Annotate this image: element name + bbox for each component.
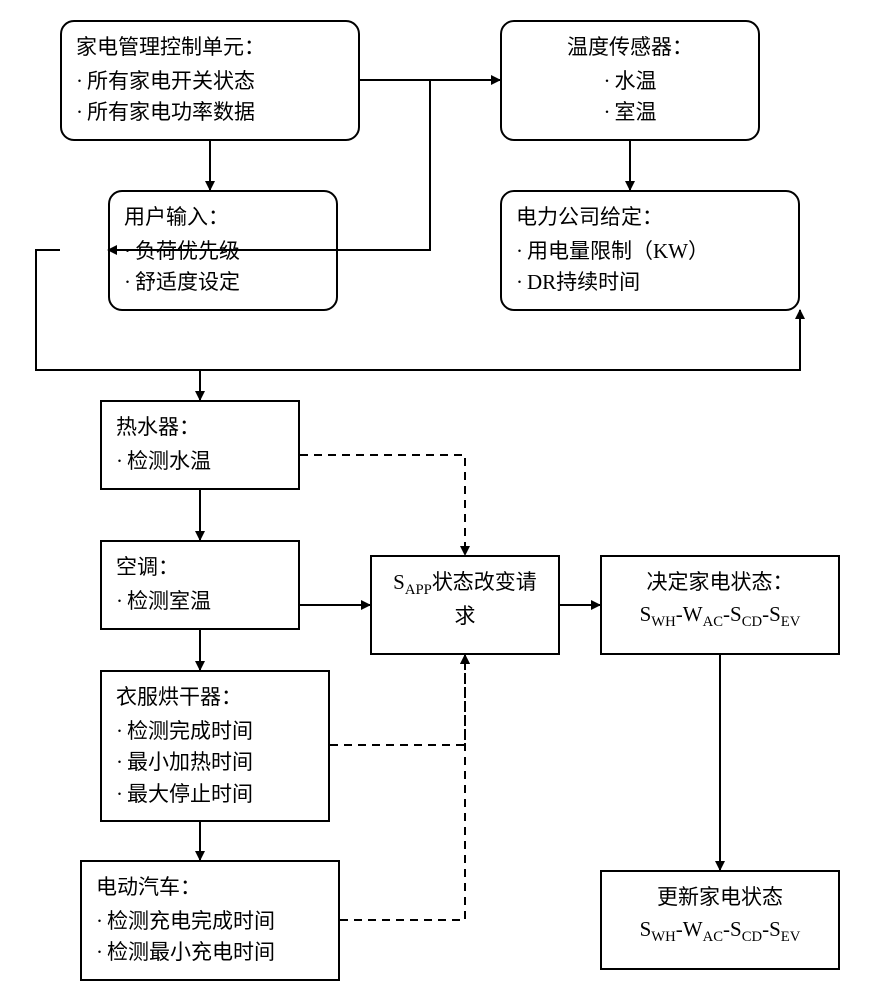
decide-title: 决定家电状态： [616, 567, 824, 599]
utility-box: 电力公司给定： 用电量限制（KW） DR持续时间 [500, 190, 800, 311]
temp-sensor-list: 水温 室温 [604, 66, 657, 129]
utility-list: 用电量限制（KW） DR持续时间 [516, 236, 784, 299]
list-item: 所有家电开关状态 [76, 66, 344, 98]
dryer-box: 衣服烘干器： 检测完成时间 最小加热时间 最大停止时间 [100, 670, 330, 822]
request-box: SAPP状态改变请 求 [370, 555, 560, 655]
list-item: 水温 [604, 66, 657, 98]
request-line2: 求 [386, 601, 544, 633]
list-item: 舒适度设定 [124, 267, 322, 299]
list-item: 最小加热时间 [116, 747, 314, 779]
update-title: 更新家电状态 [616, 882, 824, 914]
list-item: 检测最小充电时间 [96, 937, 324, 969]
decide-line: SWH-WAC-SCD-SEV [616, 599, 824, 633]
temp-sensor-title: 温度传感器： [516, 32, 744, 64]
utility-title: 电力公司给定： [516, 202, 784, 234]
user-input-title: 用户输入： [124, 202, 322, 234]
ev-list: 检测充电完成时间 检测最小充电时间 [96, 906, 324, 969]
list-item: 负荷优先级 [124, 236, 322, 268]
user-input-box: 用户输入： 负荷优先级 舒适度设定 [108, 190, 338, 311]
ac-list: 检测室温 [116, 586, 284, 618]
list-item: 室温 [604, 97, 657, 129]
list-item: 用电量限制（KW） [516, 236, 784, 268]
list-item: 检测水温 [116, 446, 284, 478]
list-item: 所有家电功率数据 [76, 97, 344, 129]
list-item: 检测充电完成时间 [96, 906, 324, 938]
list-item: 检测室温 [116, 586, 284, 618]
list-item: DR持续时间 [516, 267, 784, 299]
appliance-mgr-box: 家电管理控制单元： 所有家电开关状态 所有家电功率数据 [60, 20, 360, 141]
list-item: 检测完成时间 [116, 716, 314, 748]
user-input-list: 负荷优先级 舒适度设定 [124, 236, 322, 299]
water-heater-list: 检测水温 [116, 446, 284, 478]
request-line1: SAPP状态改变请 [386, 567, 544, 601]
dryer-title: 衣服烘干器： [116, 682, 314, 714]
water-heater-title: 热水器： [116, 412, 284, 444]
update-line: SWH-WAC-SCD-SEV [616, 914, 824, 948]
appliance-mgr-list: 所有家电开关状态 所有家电功率数据 [76, 66, 344, 129]
arrows-overlay [0, 0, 873, 1000]
ac-title: 空调： [116, 552, 284, 584]
ev-title: 电动汽车： [96, 872, 324, 904]
dryer-list: 检测完成时间 最小加热时间 最大停止时间 [116, 716, 314, 811]
appliance-mgr-title: 家电管理控制单元： [76, 32, 344, 64]
temp-sensor-box: 温度传感器： 水温 室温 [500, 20, 760, 141]
ev-box: 电动汽车： 检测充电完成时间 检测最小充电时间 [80, 860, 340, 981]
ac-box: 空调： 检测室温 [100, 540, 300, 630]
decide-box: 决定家电状态： SWH-WAC-SCD-SEV [600, 555, 840, 655]
update-box: 更新家电状态 SWH-WAC-SCD-SEV [600, 870, 840, 970]
list-item: 最大停止时间 [116, 779, 314, 811]
water-heater-box: 热水器： 检测水温 [100, 400, 300, 490]
